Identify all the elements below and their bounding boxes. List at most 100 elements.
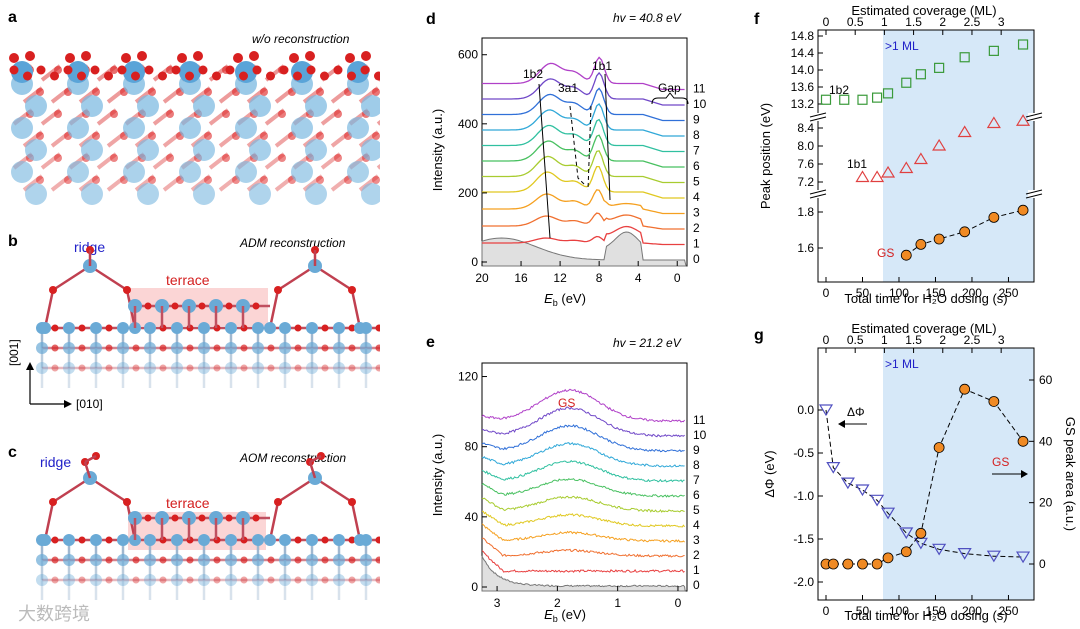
spectrum-d-7 [482, 118, 685, 153]
svg-text:0: 0 [823, 333, 830, 347]
panel-c: c AOM reconstruction ridge terrace 大数跨境 [8, 444, 380, 624]
spectrum-d-11 [482, 56, 685, 91]
svg-text:1.6: 1.6 [797, 241, 814, 255]
point-dphi [826, 462, 841, 474]
svg-text:0: 0 [1039, 557, 1046, 571]
svg-text:60: 60 [1039, 373, 1053, 387]
curve-label-e-2: 2 [693, 548, 700, 562]
point-1b2 [857, 94, 868, 105]
curve-label-e-10: 10 [693, 428, 707, 442]
plot-frame-g [817, 347, 1035, 601]
spectrum-d-4 [482, 165, 685, 199]
curve-label-e-6: 6 [693, 488, 700, 502]
point-dphi [880, 507, 896, 520]
point-dphi [870, 494, 885, 507]
svg-text:2.5: 2.5 [964, 15, 981, 29]
watermark: 大数跨境 [18, 604, 90, 624]
point-1b2 [1017, 39, 1029, 50]
curve-label-e-9: 9 [693, 443, 700, 457]
point-gs-g [915, 527, 927, 539]
point-1b1 [870, 170, 885, 183]
spectrum-e-3 [481, 523, 685, 543]
svg-text:20: 20 [475, 271, 489, 285]
curve-label-e-1: 1 [693, 563, 700, 577]
lattice-c [36, 452, 380, 600]
spectrum-d-10 [482, 71, 685, 106]
panel-e-hv: hv = 21.2 eV [613, 336, 682, 350]
plot-f: 0 50 100 150 200 250 0 0.5 1 1.5 2 2.5 3 13.2 13.6 14.0… [791, 15, 1043, 300]
point-dphi [1015, 551, 1031, 564]
svg-text:200: 200 [458, 186, 478, 200]
spectrum-e-0 [481, 555, 686, 592]
svg-text:0.5: 0.5 [847, 15, 864, 29]
curve-label-d-5: 5 [693, 175, 700, 189]
curve-label-d-2: 2 [693, 221, 700, 235]
panel-c-label: c [8, 444, 17, 461]
ylabel-d: Intensity (a.u.) [430, 109, 445, 191]
plot-frame-e [481, 362, 688, 592]
point-gs-g [933, 442, 945, 453]
svg-text:0: 0 [471, 255, 478, 269]
svg-text:250: 250 [998, 604, 1018, 618]
svg-text:100: 100 [889, 286, 909, 300]
point-dphi [932, 543, 947, 556]
point-dphi [855, 484, 870, 497]
axis-001-label: [001] [7, 339, 21, 366]
curve-label-d-11: 11 [693, 82, 706, 96]
svg-text:0: 0 [674, 271, 681, 285]
curve-label-e-4: 4 [693, 518, 700, 532]
svg-text:100: 100 [889, 604, 909, 618]
svg-text:12: 12 [553, 271, 567, 285]
ylabel-e: Intensity (a.u.) [430, 434, 445, 516]
svg-text:13.6: 13.6 [791, 80, 815, 94]
svg-text:200: 200 [962, 286, 982, 300]
point-gs-g [871, 558, 883, 570]
svg-text:200: 200 [962, 604, 982, 618]
spectrum-d-8 [482, 103, 685, 137]
region-label-g: >1 ML [885, 357, 919, 371]
svg-text:0.0: 0.0 [797, 403, 814, 417]
point-1b2 [934, 62, 945, 73]
svg-text:0: 0 [823, 604, 830, 618]
svg-text:7.6: 7.6 [797, 157, 814, 171]
svg-text:1.5: 1.5 [905, 333, 922, 347]
xlabel-d: Eb (eV) [544, 291, 586, 308]
point-dphi [957, 548, 972, 560]
curve-label-d-1: 1 [693, 237, 700, 251]
curve-label-d-8: 8 [693, 128, 700, 142]
spectrum-d-2 [482, 212, 685, 230]
point-dphi [899, 527, 914, 540]
curve-label-d-0: 0 [693, 252, 700, 266]
point-1b1 [957, 125, 972, 138]
svg-text:3: 3 [998, 15, 1005, 29]
panel-d-hv: hv = 40.8 eV [613, 11, 682, 25]
svg-text:1: 1 [881, 15, 888, 29]
spectrum-e-4 [481, 510, 685, 528]
svg-text:2.5: 2.5 [964, 333, 981, 347]
svg-text:7.2: 7.2 [797, 175, 814, 189]
lattice-b [36, 246, 380, 388]
svg-text:50: 50 [856, 286, 870, 300]
curve-label-d-7: 7 [693, 144, 700, 158]
point-gs-g [900, 546, 912, 558]
xlabel-f: Total time for H₂O dosing (s) [844, 291, 1007, 306]
axes-d: 0 200 400 600 20 16 12 8 4 0 [458, 48, 681, 285]
ylabel-g-right: GS peak area (a.u.) [1063, 417, 1078, 531]
svg-text:3: 3 [998, 333, 1005, 347]
svg-text:0: 0 [823, 286, 830, 300]
arrow-left-head [838, 420, 845, 428]
spectrum-d-0 [481, 231, 687, 267]
spectrum-e-5 [481, 495, 685, 513]
point-gs-f [1017, 204, 1029, 216]
svg-text:40: 40 [1039, 434, 1053, 448]
svg-text:150: 150 [925, 604, 945, 618]
point-gs-f [988, 211, 1000, 223]
point-gs-f [915, 238, 927, 250]
panel-e-label: e [426, 334, 435, 351]
svg-text:-1.0: -1.0 [793, 489, 814, 503]
ylabel-g-left: ΔΦ (eV) [762, 450, 777, 497]
spectrum-d-6 [482, 134, 685, 168]
xlabel-e: Eb (eV) [544, 607, 586, 624]
